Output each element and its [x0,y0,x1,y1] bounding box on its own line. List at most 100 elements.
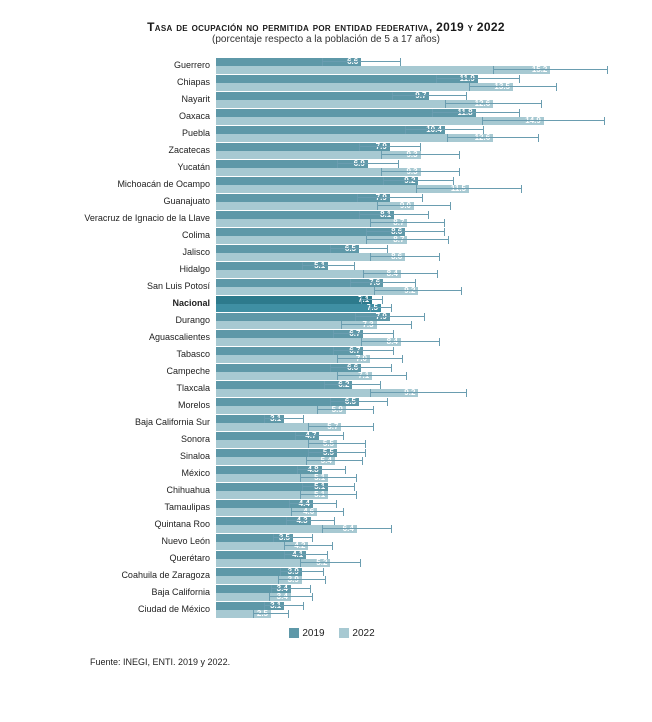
state-row: Guerrero6.615.2 [30,57,622,74]
state-label: Veracruz de Ignacio de la Llave [30,210,216,227]
errorbar-2019 [289,500,337,508]
errorbar-2019 [392,92,467,100]
errorbar-2022 [284,542,332,550]
state-row: Tamaulipas4.44.6 [30,499,622,516]
legend: 2019 2022 [30,628,622,639]
bar-area: 8.68.7 [216,227,622,244]
bar-area: 6.67.1 [216,363,622,380]
state-row: Yucatán6.99.3 [30,159,622,176]
state-label: Michoacán de Ocampo [30,176,216,193]
errorbar-2019 [405,126,484,134]
state-label: Nacional [30,295,216,312]
bar-area: 6.55.9 [216,397,622,414]
bar-area: 3.15.7 [216,414,622,431]
legend-swatch-2022 [339,628,349,638]
state-row: San Luis Potosí7.69.2 [30,278,622,295]
state-row: Puebla10.412.6 [30,125,622,142]
bar-2019: 7.1 [216,296,372,304]
state-row: Campeche6.67.1 [30,363,622,380]
state-label: Sonora [30,431,216,448]
errorbar-2019 [350,279,416,287]
state-label: Zacatecas [30,142,216,159]
errorbar-2019 [273,534,313,542]
errorbar-2022 [278,576,326,584]
errorbar-2019 [357,194,423,202]
errorbar-2019 [271,585,311,593]
state-label: Oaxaca [30,108,216,125]
state-row: Ciudad de México3.12.5 [30,601,622,618]
errorbar-2022 [374,287,462,295]
bar-area: 3.12.5 [216,601,622,618]
bar-area: 6.29.2 [216,380,622,397]
state-label: Nuevo León [30,533,216,550]
state-row: Hidalgo5.18.4 [30,261,622,278]
bar-area: 9.712.6 [216,91,622,108]
bar-area: 11.814.9 [216,108,622,125]
errorbar-2019 [286,517,334,525]
errorbar-2019 [264,602,304,610]
errorbar-2019 [324,381,381,389]
errorbar-2022 [370,253,440,261]
bar-area: 3.54.2 [216,533,622,550]
errorbar-2022 [381,168,460,176]
errorbar-2019 [436,75,520,83]
state-label: Baja California [30,584,216,601]
legend-label-2022: 2022 [352,628,374,639]
state-row: México4.85.1 [30,465,622,482]
state-label: Tabasco [30,346,216,363]
errorbar-2022 [306,457,363,465]
errorbar-2019 [333,347,395,355]
bar-area: 4.36.4 [216,516,622,533]
chart-title: Tasa de ocupación no permitida por entid… [30,20,622,34]
state-row: Colima8.68.7 [30,227,622,244]
errorbar-2022 [337,372,407,380]
errorbar-2022 [377,202,452,210]
bar-area: 11.913.5 [216,74,622,91]
bar-area: 7.17.5 [216,295,622,312]
state-row: Quintana Roo4.36.4 [30,516,622,533]
errorbar-2022 [445,100,542,108]
errorbar-2022 [447,134,539,142]
errorbar-2022 [337,355,403,363]
errorbar-2019 [280,568,324,576]
state-row: Nayarit9.712.6 [30,91,622,108]
bar-area: 4.15.2 [216,550,622,567]
errorbar-2022 [317,406,374,414]
errorbar-2022 [322,525,392,533]
errorbar-2022 [482,117,605,125]
bar-2022: 7.5 [216,304,381,312]
errorbar-2019 [295,432,343,440]
state-label: Guerrero [30,57,216,74]
state-label: Baja California Sur [30,414,216,431]
errorbar-2019 [302,262,355,270]
state-label: San Luis Potosí [30,278,216,295]
bar-area: 5.18.4 [216,261,622,278]
errorbar-2022 [300,559,362,567]
errorbar-2022 [370,219,445,227]
bar-area: 9.211.5 [216,176,622,193]
bar-area: 6.99.3 [216,159,622,176]
errorbar-2022 [253,610,288,618]
errorbar-2019 [302,483,355,491]
errorbar-2019 [308,449,365,457]
state-row: Chiapas11.913.5 [30,74,622,91]
state-row: Aguascalientes6.78.4 [30,329,622,346]
errorbar-2019 [359,211,429,219]
errorbar-2019 [355,313,425,321]
state-label: Coahuila de Zaragoza [30,567,216,584]
errorbar-2022 [363,270,438,278]
state-row: Tabasco6.77.0 [30,346,622,363]
bar-area: 4.85.1 [216,465,622,482]
errorbar-2019 [330,364,392,372]
state-label: Chihuahua [30,482,216,499]
state-row: Chihuahua5.15.1 [30,482,622,499]
state-label: Yucatán [30,159,216,176]
errorbar-2022 [269,593,313,601]
state-row: Baja California Sur3.15.7 [30,414,622,431]
bar-area: 6.58.6 [216,244,622,261]
state-row: Coahuila de Zaragoza3.93.9 [30,567,622,584]
bar-area: 8.18.7 [216,210,622,227]
state-label: México [30,465,216,482]
errorbar-2022 [366,236,450,244]
bar-area: 6.77.0 [216,346,622,363]
